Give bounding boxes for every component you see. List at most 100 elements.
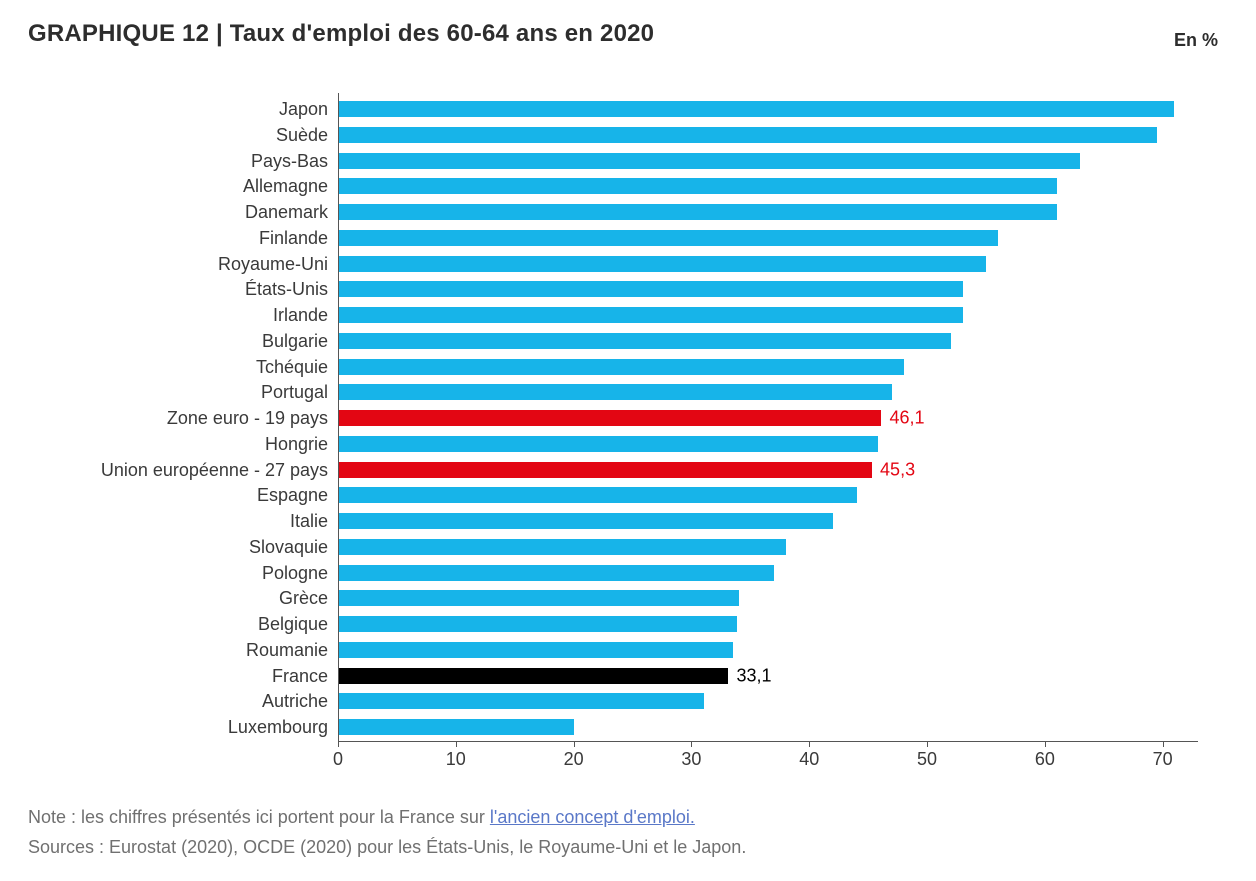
category-label: Allemagne xyxy=(28,178,328,194)
chart-container: GRAPHIQUE 12 | Taux d'emploi des 60-64 a… xyxy=(0,0,1256,881)
bar-value-label: 33,1 xyxy=(736,665,771,686)
x-tick-label: 20 xyxy=(564,749,584,770)
bar-row xyxy=(339,359,1198,375)
bar-row xyxy=(339,719,1198,735)
bar xyxy=(339,539,786,555)
bar xyxy=(339,642,733,658)
category-label: Japon xyxy=(28,101,328,117)
x-tick xyxy=(574,741,575,747)
x-tick-label: 40 xyxy=(799,749,819,770)
x-tick xyxy=(1045,741,1046,747)
bar xyxy=(339,281,963,297)
bar-row xyxy=(339,436,1198,452)
bar xyxy=(339,230,998,246)
category-label: Finlande xyxy=(28,230,328,246)
header-row: GRAPHIQUE 12 | Taux d'emploi des 60-64 a… xyxy=(28,20,1228,51)
category-label: Tchéquie xyxy=(28,359,328,375)
bar-row xyxy=(339,230,1198,246)
bar xyxy=(339,616,737,632)
x-tick xyxy=(1163,741,1164,747)
chart-title: GRAPHIQUE 12 | Taux d'emploi des 60-64 a… xyxy=(28,20,654,48)
bar-row xyxy=(339,307,1198,323)
category-label: Portugal xyxy=(28,384,328,400)
x-tick xyxy=(809,741,810,747)
x-tick-label: 70 xyxy=(1153,749,1173,770)
category-label: Grèce xyxy=(28,590,328,606)
category-label: Zone euro - 19 pays xyxy=(28,410,328,426)
category-label: Autriche xyxy=(28,693,328,709)
bar-row: 46,1 xyxy=(339,410,1198,426)
bar-row xyxy=(339,256,1198,272)
category-label: France xyxy=(28,668,328,684)
bar xyxy=(339,668,728,684)
category-label: Belgique xyxy=(28,616,328,632)
bar xyxy=(339,127,1157,143)
x-tick-label: 60 xyxy=(1035,749,1055,770)
x-tick xyxy=(927,741,928,747)
bar xyxy=(339,256,986,272)
bar xyxy=(339,719,574,735)
bar xyxy=(339,436,878,452)
bar xyxy=(339,178,1057,194)
bar-row xyxy=(339,642,1198,658)
x-axis: 010203040506070 xyxy=(338,741,1198,781)
bar xyxy=(339,153,1080,169)
sources-line: Sources : Eurostat (2020), OCDE (2020) p… xyxy=(28,832,1228,863)
bar-row xyxy=(339,590,1198,606)
category-label: Royaume-Uni xyxy=(28,256,328,272)
category-label: Italie xyxy=(28,513,328,529)
category-label: Luxembourg xyxy=(28,719,328,735)
category-label: Pays-Bas xyxy=(28,153,328,169)
bar xyxy=(339,590,739,606)
bar xyxy=(339,333,951,349)
bar xyxy=(339,462,872,478)
y-axis-labels: Japon Suède Pays-Bas Allemagne Danemark Finla… xyxy=(28,101,328,735)
bar xyxy=(339,384,892,400)
bar xyxy=(339,487,857,503)
category-label: Danemark xyxy=(28,204,328,220)
category-label: Roumanie xyxy=(28,642,328,658)
note-line: Note : les chiffres présentés ici porten… xyxy=(28,802,1228,833)
bar-row xyxy=(339,281,1198,297)
bar xyxy=(339,410,881,426)
x-tick-label: 30 xyxy=(681,749,701,770)
note-link[interactable]: l'ancien concept d'emploi. xyxy=(490,807,695,827)
x-tick xyxy=(691,741,692,747)
bar-row xyxy=(339,101,1198,117)
bar-value-label: 46,1 xyxy=(889,408,924,429)
bar-row xyxy=(339,204,1198,220)
bar-row xyxy=(339,513,1198,529)
bar-row xyxy=(339,127,1198,143)
category-label: Union européenne - 27 pays xyxy=(28,462,328,478)
bar xyxy=(339,693,704,709)
chart-area: Japon Suède Pays-Bas Allemagne Danemark Finla… xyxy=(28,93,1228,783)
y-axis-labels-wrap: Japon Suède Pays-Bas Allemagne Danemark Finla… xyxy=(28,93,338,741)
bar-row xyxy=(339,539,1198,555)
x-tick xyxy=(456,741,457,747)
note-prefix: Note : les chiffres présentés ici porten… xyxy=(28,807,490,827)
bar xyxy=(339,513,833,529)
bar-row xyxy=(339,333,1198,349)
category-label: États-Unis xyxy=(28,281,328,297)
category-label: Suède xyxy=(28,127,328,143)
category-label: Espagne xyxy=(28,487,328,503)
bar-row xyxy=(339,487,1198,503)
category-label: Slovaquie xyxy=(28,539,328,555)
x-tick xyxy=(338,741,339,747)
bar-row xyxy=(339,565,1198,581)
bar-row xyxy=(339,693,1198,709)
bar-row xyxy=(339,384,1198,400)
bar-value-label: 45,3 xyxy=(880,459,915,480)
bar-row: 45,3 xyxy=(339,462,1198,478)
category-label: Bulgarie xyxy=(28,333,328,349)
bar xyxy=(339,307,963,323)
bar-row xyxy=(339,178,1198,194)
category-label: Hongrie xyxy=(28,436,328,452)
x-tick-label: 0 xyxy=(333,749,343,770)
bar xyxy=(339,101,1174,117)
category-label: Irlande xyxy=(28,307,328,323)
bar-row xyxy=(339,616,1198,632)
x-tick-label: 50 xyxy=(917,749,937,770)
plot-area: 46,1 45,3 33,1 xyxy=(338,93,1198,742)
chart-footer: Note : les chiffres présentés ici porten… xyxy=(28,802,1228,863)
